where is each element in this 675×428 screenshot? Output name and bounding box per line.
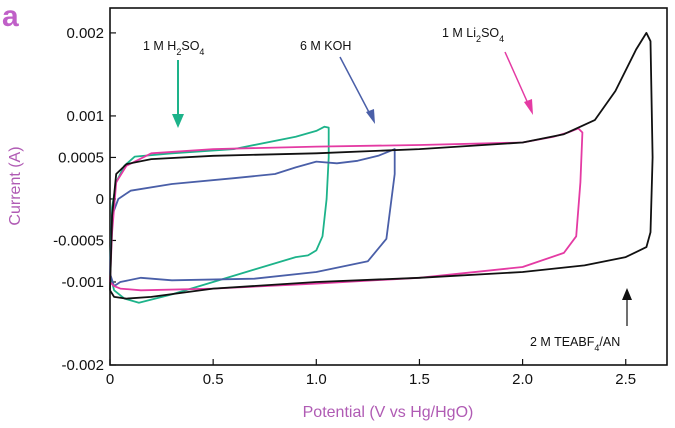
y-tick-label: -0.001 — [61, 274, 104, 291]
x-tick-label: 2.5 — [615, 371, 636, 388]
series-line-1 — [109, 148, 396, 288]
panel-label: a — [2, 0, 19, 33]
x-tick-label: 2.0 — [512, 371, 533, 388]
annotation-koh: 6 M KOH — [300, 39, 375, 124]
arrowhead-koh — [366, 109, 375, 124]
label-li2so4: 1 M Li2SO4 — [442, 26, 504, 44]
arrow-koh — [339, 56, 373, 119]
y-tick-label: 0.001 — [66, 108, 104, 125]
label-teabf4: 2 M TEABF4/AN — [530, 335, 620, 353]
series-line-2 — [109, 127, 584, 292]
x-tick-label: 0 — [106, 371, 114, 388]
arrowhead-li2so4 — [524, 99, 533, 115]
arrowhead-h2so4 — [172, 114, 184, 128]
x-tick-label: 1.0 — [306, 371, 327, 388]
annotation-li2so4: 1 M Li2SO4 — [442, 26, 533, 115]
annotation-h2so4: 1 M H2SO4 — [143, 39, 204, 128]
series-layer — [109, 32, 654, 304]
y-tick-label: 0.0005 — [58, 149, 104, 166]
plot-frame — [109, 7, 668, 366]
axis-ticks: 0 0.5 1.0 1.5 2.0 2.5 -0.002 -0.001 -0.0005 0 0.00… — [53, 25, 636, 388]
label-h2so4: 1 M H2SO4 — [143, 39, 204, 57]
y-tick-label: -0.002 — [61, 357, 104, 374]
arrowhead-teabf4 — [622, 288, 632, 300]
arrow-li2so4 — [504, 51, 531, 109]
series-line-0 — [109, 125, 330, 304]
y-tick-label: -0.0005 — [53, 232, 104, 249]
label-koh: 6 M KOH — [300, 39, 351, 53]
x-tick-label: 0.5 — [203, 371, 224, 388]
y-tick-label: 0 — [96, 191, 104, 208]
x-axis-title: Potential (V vs Hg/HgO) — [303, 404, 474, 421]
annotation-teabf4: 2 M TEABF4/AN — [530, 288, 632, 353]
x-tick-label: 1.5 — [409, 371, 430, 388]
y-tick-label: 0.002 — [66, 25, 104, 42]
series-line-3 — [109, 32, 654, 300]
y-axis-title: Current (A) — [7, 146, 24, 225]
